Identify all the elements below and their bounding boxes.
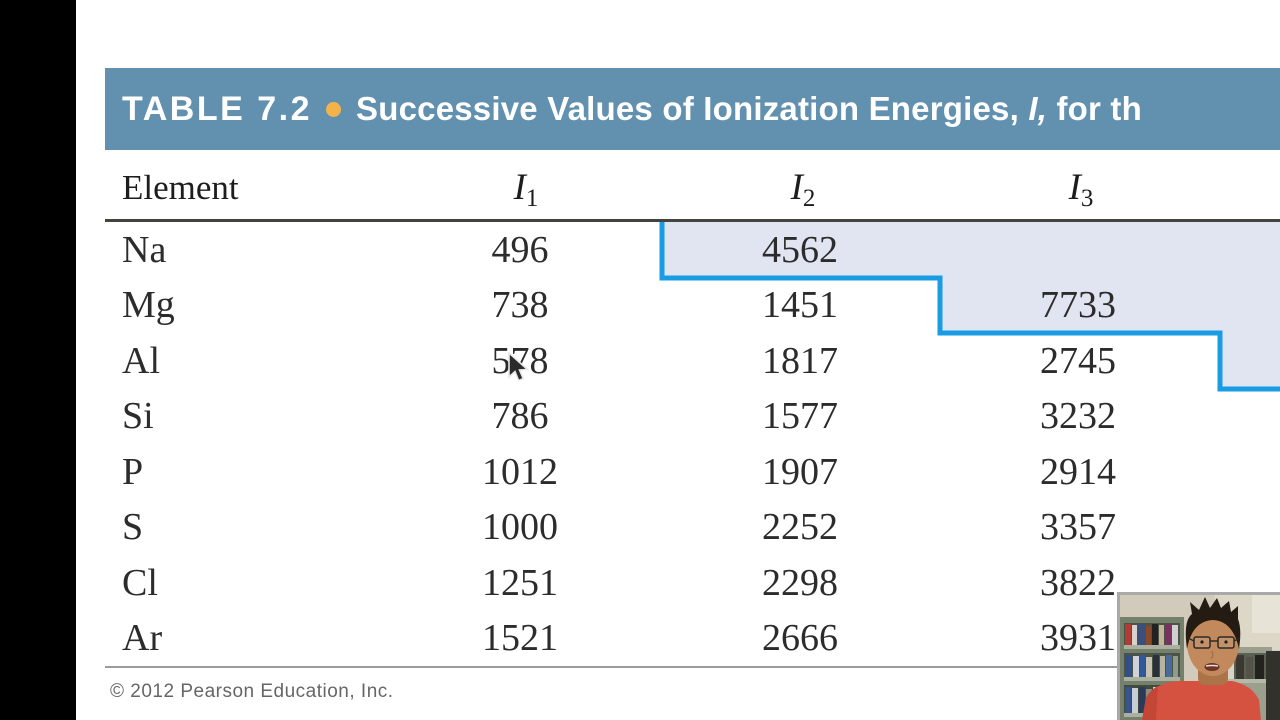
element-cell: Mg bbox=[122, 284, 175, 326]
table-row: Ar 1521 2666 3931 bbox=[0, 610, 1280, 666]
presenter-video bbox=[1120, 595, 1280, 720]
dark-object bbox=[1266, 651, 1280, 720]
table-column-headers: Element I1 I2 I3 bbox=[0, 160, 1280, 216]
element-cell: Na bbox=[122, 228, 167, 271]
webcam-overlay bbox=[1117, 592, 1280, 720]
table-header-bar: TABLE 7.2 Successive Values of Ionizatio… bbox=[105, 68, 1280, 150]
table-row: S 1000 2252 3357 bbox=[0, 499, 1280, 555]
i3-cell: 3931 bbox=[1040, 617, 1116, 659]
footer-rule bbox=[105, 666, 1215, 668]
bullet-icon bbox=[326, 101, 342, 117]
element-cell: S bbox=[122, 506, 144, 548]
table-row: Mg 738 1451 7733 bbox=[0, 277, 1280, 333]
table-row: Al 578 1817 2745 bbox=[0, 333, 1280, 389]
i2-column-header: I2 bbox=[790, 167, 816, 212]
header-rule bbox=[105, 219, 1280, 222]
i2-cell: 2298 bbox=[762, 561, 838, 604]
element-cell: P bbox=[122, 450, 144, 493]
element-cell: Al bbox=[122, 339, 160, 382]
i1-cell: 1521 bbox=[482, 617, 558, 659]
i3-cell: 3822 bbox=[1040, 561, 1116, 604]
i2-cell: 1577 bbox=[762, 395, 838, 437]
i1-cell: 578 bbox=[491, 339, 549, 382]
i3-cell: 2914 bbox=[1040, 450, 1116, 493]
i1-cell: 1012 bbox=[482, 450, 558, 493]
left-letterbox-bar bbox=[0, 0, 76, 720]
i2-cell: 2252 bbox=[762, 506, 838, 548]
element-cell: Si bbox=[122, 395, 154, 437]
i2-cell: 2666 bbox=[762, 617, 838, 659]
i1-cell: 786 bbox=[491, 395, 549, 437]
element-cell: Ar bbox=[122, 617, 163, 659]
copyright-text: © 2012 Pearson Education, Inc. bbox=[110, 681, 394, 702]
i1-cell: 738 bbox=[491, 284, 549, 326]
table-number-label: TABLE 7.2 bbox=[122, 89, 313, 128]
i1-cell: 1251 bbox=[482, 561, 558, 604]
i2-cell: 1451 bbox=[762, 284, 838, 326]
i2-cell: 1907 bbox=[762, 450, 838, 493]
table-row: Cl 1251 2298 3822 bbox=[0, 555, 1280, 611]
table-title-post: for th bbox=[1047, 90, 1142, 127]
i2-cell: 1817 bbox=[762, 339, 838, 382]
i3-cell: 3357 bbox=[1040, 506, 1116, 548]
table-title-pre: Successive Values of Ionization Energies… bbox=[356, 90, 1029, 127]
element-column-header: Element bbox=[122, 168, 239, 207]
table-title-symbol: I, bbox=[1028, 90, 1048, 127]
i1-cell: 496 bbox=[491, 228, 549, 271]
i2-cell: 4562 bbox=[762, 228, 838, 271]
table-row: Na 496 4562 bbox=[0, 222, 1280, 278]
presenter bbox=[1142, 597, 1261, 720]
element-cell: Cl bbox=[122, 561, 158, 604]
i1-cell: 1000 bbox=[482, 506, 558, 548]
i3-column-header: I3 bbox=[1068, 167, 1094, 212]
table-row: P 1012 1907 2914 bbox=[0, 444, 1280, 500]
table-row: Si 786 1577 3232 bbox=[0, 388, 1280, 444]
i3-cell: 7733 bbox=[1040, 284, 1116, 326]
i3-cell: 3232 bbox=[1040, 395, 1116, 437]
i3-cell: 2745 bbox=[1040, 339, 1116, 382]
i1-column-header: I1 bbox=[513, 167, 539, 212]
table-title: Successive Values of Ionization Energies… bbox=[356, 90, 1142, 128]
